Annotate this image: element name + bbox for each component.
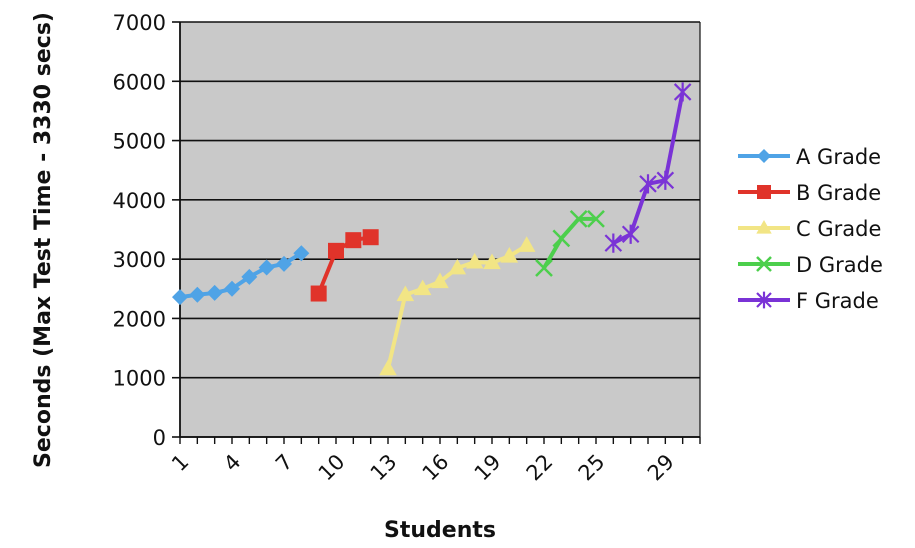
data-point <box>413 279 432 296</box>
y-tick-label: 5000 <box>113 130 166 154</box>
data-point <box>431 272 449 289</box>
data-point <box>379 359 397 376</box>
legend-marker <box>757 149 771 163</box>
data-point <box>517 236 536 252</box>
legend-label: C Grade <box>796 217 881 241</box>
data-point <box>639 174 657 194</box>
data-point <box>535 259 553 277</box>
data-point <box>206 284 223 301</box>
legend-marker <box>757 185 771 199</box>
data-point <box>465 252 484 269</box>
x-tick-label: 13 <box>366 450 402 486</box>
legend-marker <box>756 219 772 234</box>
data-point <box>483 253 501 270</box>
data-point <box>552 229 571 248</box>
x-tick-label: 10 <box>314 450 350 486</box>
y-tick-label: 3000 <box>113 248 166 272</box>
data-point <box>328 242 344 259</box>
y-tick-label: 1000 <box>113 367 166 391</box>
y-tick-label: 4000 <box>113 189 166 213</box>
x-tick-label: 16 <box>418 450 454 486</box>
y-tick-label: 2000 <box>113 307 166 331</box>
data-point <box>241 268 258 285</box>
data-point <box>569 209 588 228</box>
data-point <box>656 170 675 190</box>
legend-label: D Grade <box>796 253 883 277</box>
plot-area <box>180 22 700 437</box>
x-tick-label: 1 <box>167 450 193 476</box>
data-point <box>258 259 275 276</box>
legend-label: B Grade <box>796 181 881 205</box>
data-point <box>396 285 415 302</box>
data-point <box>673 82 692 102</box>
data-point <box>345 232 362 249</box>
x-tick-label: 29 <box>643 450 679 486</box>
legend-label: F Grade <box>796 289 879 313</box>
x-axis-title: Students <box>384 518 496 543</box>
data-point <box>621 224 640 244</box>
data-point <box>189 286 206 303</box>
y-tick-label: 6000 <box>113 70 166 94</box>
series-line-d-grade <box>542 216 596 270</box>
x-tick-label: 25 <box>574 450 610 486</box>
legend-marker <box>756 256 772 272</box>
data-point <box>293 245 310 262</box>
data-point <box>604 233 623 253</box>
legend: A Grade B Grade C Grade D Grade F Grade <box>738 145 883 313</box>
x-tick-label: 19 <box>470 450 506 486</box>
y-axis-title: Seconds (Max Test Time - 3330 secs) <box>31 12 56 468</box>
y-tick-label: 0 <box>153 426 166 450</box>
data-point <box>448 258 467 275</box>
x-tick-label: 22 <box>522 450 558 486</box>
legend-marker <box>756 291 772 309</box>
data-point <box>276 255 292 272</box>
x-tick-label: 4 <box>219 450 245 476</box>
series-line-b-grade <box>316 235 372 295</box>
data-point <box>224 280 240 297</box>
data-point <box>500 246 519 263</box>
data-point <box>172 289 188 306</box>
data-point <box>587 209 605 228</box>
x-tick-label: 7 <box>271 450 297 476</box>
data-point <box>362 229 379 246</box>
y-tick-label: 7000 <box>113 11 166 35</box>
data-point <box>310 285 327 302</box>
legend-label: A Grade <box>796 145 881 169</box>
